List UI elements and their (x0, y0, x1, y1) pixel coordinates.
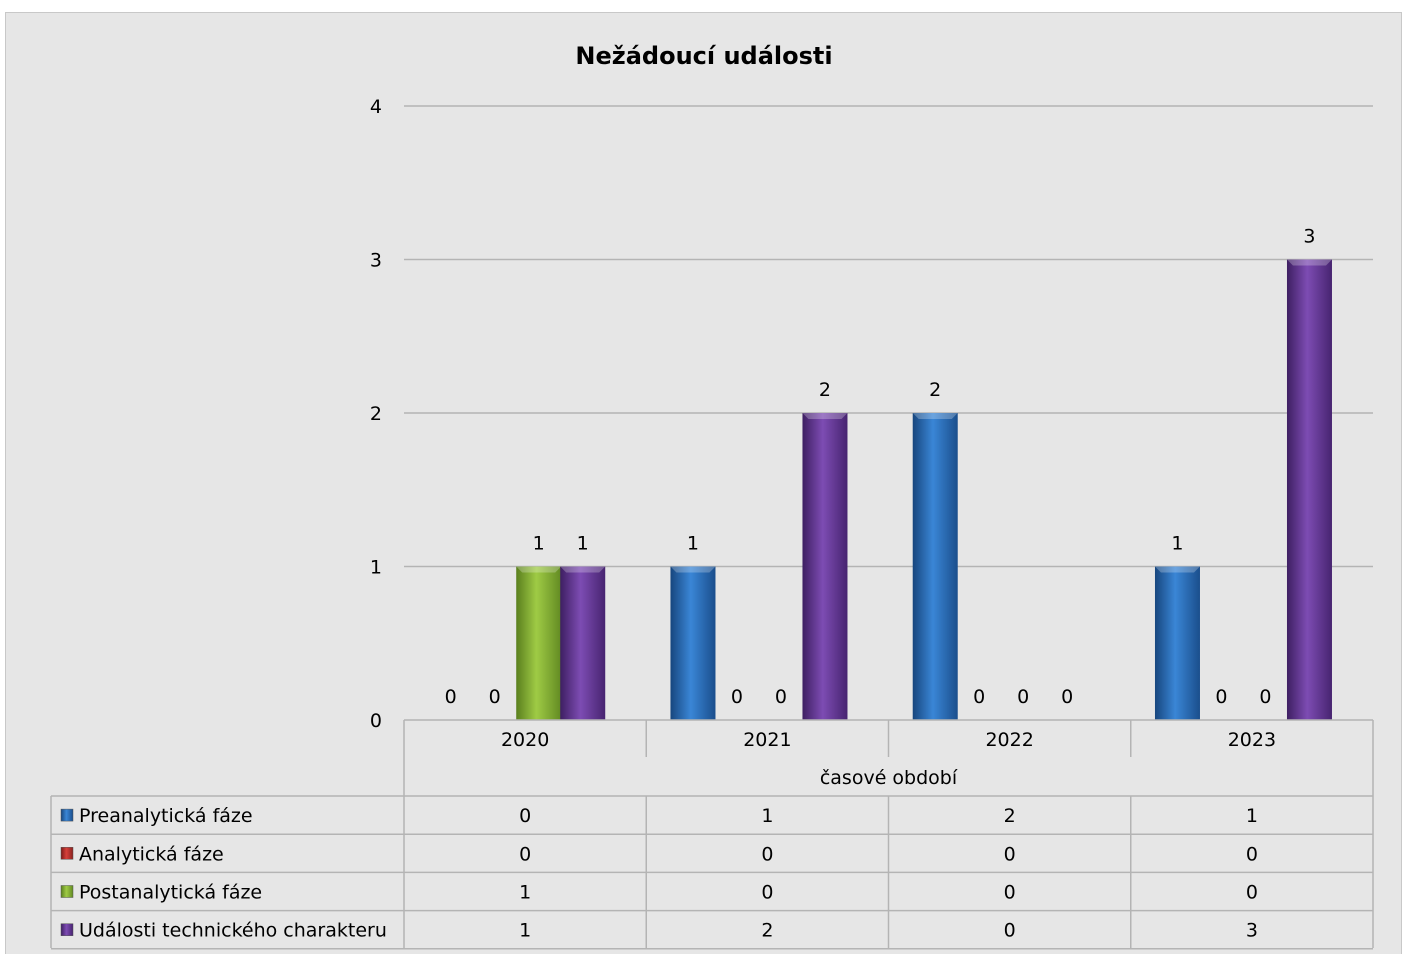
bar-bevel (802, 413, 848, 419)
series-name: Preanalytická fáze (79, 805, 253, 827)
table-cell: 2 (761, 920, 773, 942)
data-label: 1 (577, 533, 589, 555)
series-name: Postanalytická fáze (79, 882, 262, 904)
chart-title: Nežádoucí události (575, 42, 832, 70)
data-label: 0 (973, 686, 985, 708)
bar (912, 413, 958, 720)
legend-key (60, 847, 74, 860)
data-label: 1 (1171, 533, 1183, 555)
category-label: 2023 (1228, 729, 1276, 751)
legend-key (60, 808, 74, 822)
bar-body (560, 566, 606, 720)
series-name: Události technického charakteru (79, 920, 387, 942)
data-label: 3 (1303, 226, 1315, 248)
bar-bevel (1154, 566, 1200, 573)
legend-key (60, 885, 74, 898)
category-label: 2021 (743, 729, 791, 751)
bar-body (670, 566, 716, 720)
table-cell: 0 (761, 843, 773, 865)
y-tick-label: 4 (370, 96, 382, 118)
table-cell: 0 (1004, 920, 1016, 942)
legend-key (60, 923, 74, 936)
x-axis-label: časové období (820, 767, 958, 789)
bar-body (912, 413, 958, 720)
table-cell: 0 (1246, 843, 1258, 865)
y-tick-label: 3 (370, 250, 382, 272)
bar-body (1286, 259, 1332, 720)
table-cell: 0 (519, 805, 531, 827)
y-tick-label: 1 (370, 557, 382, 579)
data-label: 1 (533, 533, 545, 555)
bar (1286, 259, 1332, 720)
table-cell: 2 (1004, 805, 1016, 827)
category-label: 2022 (985, 729, 1033, 751)
chart-frame (5, 12, 1402, 954)
table-cell: 3 (1246, 920, 1258, 942)
table-cell: 0 (1004, 843, 1016, 865)
bar-bevel (670, 566, 716, 573)
bar-bevel (912, 413, 958, 419)
table-cell: 1 (1246, 805, 1258, 827)
bar-body (802, 413, 848, 720)
data-label: 0 (489, 686, 501, 708)
bar-body (516, 566, 562, 720)
table-cell: 0 (761, 882, 773, 904)
y-tick-label: 2 (370, 403, 382, 425)
data-label: 2 (819, 379, 831, 401)
series-name: Analytická fáze (79, 843, 224, 865)
y-tick-label: 0 (370, 710, 382, 732)
data-label: 0 (1215, 686, 1227, 708)
table-cell: 1 (761, 805, 773, 827)
bar (670, 566, 716, 720)
data-label: 0 (775, 686, 787, 708)
data-label: 1 (687, 533, 699, 555)
data-label: 0 (731, 686, 743, 708)
data-label: 0 (1259, 686, 1271, 708)
bar (560, 566, 606, 720)
bar-bevel (560, 566, 606, 573)
table-cell: 1 (519, 920, 531, 942)
category-label: 2020 (501, 729, 549, 751)
bar-bevel (1286, 259, 1332, 266)
bar-body (1154, 566, 1200, 720)
data-label: 0 (1061, 686, 1073, 708)
table-cell: 0 (519, 843, 531, 865)
data-label: 0 (1017, 686, 1029, 708)
table-cell: 0 (1246, 882, 1258, 904)
bar (1154, 566, 1200, 720)
data-label: 0 (445, 686, 457, 708)
bar-bevel (516, 566, 562, 573)
bar (516, 566, 562, 720)
table-cell: 0 (1004, 882, 1016, 904)
data-label: 2 (929, 379, 941, 401)
table-cell: 1 (519, 882, 531, 904)
bar (802, 413, 848, 720)
